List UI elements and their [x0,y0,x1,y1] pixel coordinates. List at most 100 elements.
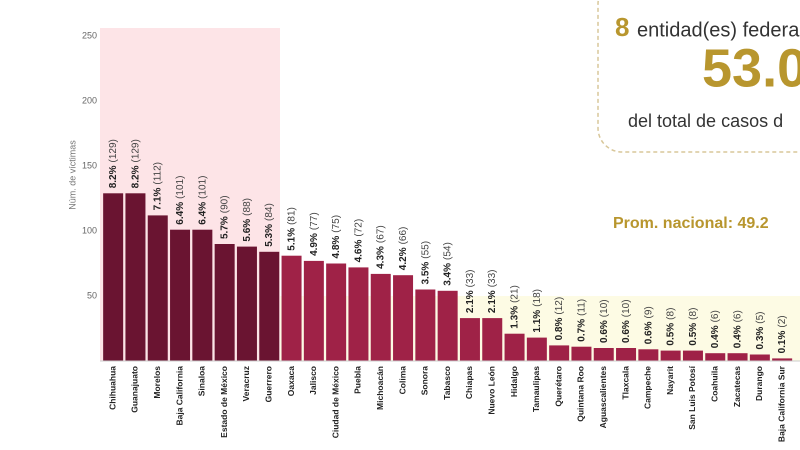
x-tick-label: Jalisco [308,366,318,395]
x-tick-label: Colima [397,366,407,395]
count-label: (10) [598,299,609,317]
share-label: 5.1% [286,228,297,251]
bar [482,318,503,361]
x-tick-label: Oaxaca [286,366,296,397]
count-label: (129) [108,139,119,162]
x-tick-label: Guerrero [264,366,274,402]
count-label: (112) [152,162,163,185]
share-label: 0.6% [598,320,609,343]
share-label: 2.1% [487,290,498,313]
count-label: (67) [375,225,386,243]
bar [348,267,369,361]
count-label: (66) [398,227,409,245]
count-label: (101) [175,176,186,199]
count-label: (101) [197,176,208,199]
value-label: 4.8% (75) [331,215,342,259]
x-tick-label: Hidalgo [509,366,519,397]
bar [147,215,168,361]
share-label: 0.7% [576,319,587,342]
y-tick-label: 100 [82,225,97,235]
y-tick-label: 150 [82,160,97,170]
share-label: 2.1% [465,290,476,313]
national-average: Prom. nacional: 49.2 [613,215,769,232]
x-tick-label: Tlaxcala [620,366,630,400]
share-label: 1.1% [531,310,542,333]
value-label: 4.3% (67) [375,225,386,269]
bar [192,229,213,361]
value-label: 0.5% (8) [688,308,699,346]
x-tick-label: Sinaloa [197,366,207,397]
share-label: 0.8% [554,317,565,340]
count-label: (33) [465,270,476,288]
x-tick-label: Nuevo León [487,366,497,415]
value-label: 6.4% (101) [197,176,208,225]
share-label: 3.4% [442,263,453,286]
x-tick-label: Michoacán [375,366,385,410]
bar [370,273,391,361]
value-label: 4.9% (77) [308,212,319,256]
value-label: 0.6% (10) [621,299,632,343]
x-tick-label: San Luis Potosí [687,365,697,429]
card-count: 8 [615,12,629,42]
value-label: 6.4% (101) [175,176,186,225]
count-label: (12) [554,297,565,315]
share-label: 6.4% [197,202,208,225]
value-label: 5.6% (88) [242,198,253,242]
share-label: 0.1% [777,330,788,353]
count-label: (129) [130,139,141,162]
value-label: 3.5% (55) [420,241,431,285]
value-label: 4.6% (72) [353,219,364,263]
x-tick-label: Baja California Sur [776,365,786,442]
count-label: (77) [308,212,319,230]
share-label: 0.6% [643,321,654,344]
bar [236,246,257,361]
share-label: 7.1% [152,187,163,210]
value-label: 4.2% (66) [398,227,409,271]
share-label: 6.4% [175,202,186,225]
share-label: 0.5% [665,323,676,346]
bar [459,318,480,361]
bar [125,193,146,361]
share-label: 4.8% [331,236,342,259]
summary-card [597,0,800,153]
bar [571,346,592,361]
x-tick-label: Tamaulipas [531,366,541,412]
count-label: (8) [688,308,699,320]
share-label: 4.9% [308,233,319,256]
value-label: 0.6% (9) [643,306,654,344]
bar [638,349,659,361]
share-label: 5.7% [219,216,230,239]
value-label: 0.3% (5) [754,311,765,349]
value-label: 7.1% (112) [152,162,163,210]
share-label: 0.3% [754,327,765,350]
count-label: (75) [331,215,342,233]
bar [281,255,302,361]
bar [727,353,748,361]
x-tick-label: Zacatecas [732,366,742,407]
x-tick-label: Ciudad de México [330,366,340,438]
bar [259,251,280,361]
count-label: (5) [754,311,765,323]
bar [593,348,614,361]
bar [504,333,525,361]
share-label: 4.3% [375,246,386,269]
bar [415,289,436,361]
y-tick-label: 50 [87,290,97,300]
bar [549,345,570,361]
count-label: (81) [286,207,297,225]
count-label: (55) [420,241,431,259]
bar [526,337,547,361]
x-tick-label: Sonora [420,366,430,396]
count-label: (54) [442,242,453,260]
x-tick-label: Aguascalientes [598,366,608,429]
value-label: 0.7% (11) [576,299,587,342]
share-label: 0.4% [732,325,743,348]
value-label: 0.4% (6) [710,310,721,348]
bar [437,290,458,361]
count-label: (84) [264,203,275,221]
count-label: (72) [353,219,364,237]
share-label: 0.6% [621,320,632,343]
value-label: 5.3% (84) [264,203,275,247]
y-tick-label: 250 [82,30,97,40]
